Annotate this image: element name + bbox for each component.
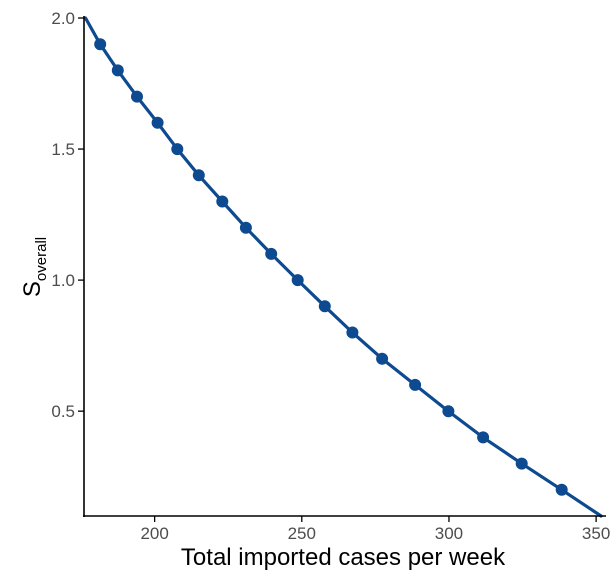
data-point bbox=[318, 300, 331, 313]
data-point bbox=[111, 64, 124, 77]
data-point bbox=[192, 169, 205, 182]
data-point bbox=[376, 352, 389, 365]
data-point bbox=[555, 483, 568, 496]
x-tick-label: 350 bbox=[582, 524, 610, 543]
data-point bbox=[291, 274, 304, 287]
data-point bbox=[131, 90, 143, 103]
x-tick-label: 300 bbox=[435, 524, 463, 543]
data-point bbox=[346, 326, 359, 339]
data-point bbox=[171, 143, 184, 156]
data-point bbox=[477, 431, 490, 444]
x-tick-label: 250 bbox=[288, 524, 316, 543]
data-point bbox=[151, 116, 164, 129]
series-line bbox=[83, 16, 603, 518]
data-point bbox=[409, 378, 422, 391]
series-marks bbox=[83, 16, 603, 518]
axes: 200 250 300 350 0.5 1.0 1.5 2.0 bbox=[51, 9, 610, 543]
data-point bbox=[515, 457, 528, 470]
y-tick-label: 0.5 bbox=[51, 402, 75, 421]
x-axis-title: Total imported cases per week bbox=[181, 544, 506, 571]
y-tick-label: 1.0 bbox=[51, 271, 75, 290]
data-point bbox=[216, 195, 229, 208]
y-axis-title-main: S bbox=[19, 281, 46, 297]
x-tick-label: 200 bbox=[140, 524, 168, 543]
data-point bbox=[94, 38, 107, 51]
data-point bbox=[239, 221, 252, 234]
y-axis-title: Soverall bbox=[19, 237, 50, 297]
y-tick-label: 1.5 bbox=[51, 140, 75, 159]
data-point bbox=[442, 405, 455, 418]
y-axis-title-subscript: overall bbox=[33, 237, 50, 281]
y-tick-label: 2.0 bbox=[51, 9, 75, 28]
data-point bbox=[265, 247, 278, 260]
